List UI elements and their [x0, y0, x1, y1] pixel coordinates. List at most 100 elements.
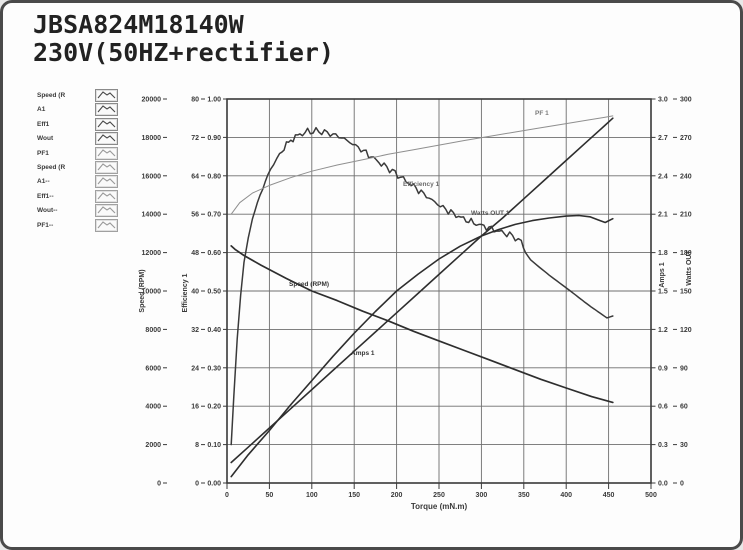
svg-text:14000: 14000: [142, 212, 162, 219]
svg-text:0.10: 0.10: [207, 442, 221, 449]
legend-item[interactable]: A1--: [37, 175, 137, 189]
svg-text:250: 250: [433, 492, 445, 499]
svg-text:150: 150: [680, 289, 692, 296]
svg-text:0.0: 0.0: [658, 481, 668, 488]
legend-item[interactable]: Eff1--: [37, 189, 137, 203]
svg-text:2.4: 2.4: [658, 173, 668, 180]
svg-text:0: 0: [157, 481, 161, 488]
title-block: JBSA824M18140W 230V(50HZ+rectifier): [33, 11, 334, 67]
svg-text:0.90: 0.90: [207, 135, 221, 142]
legend-curve-icon[interactable]: [95, 132, 118, 146]
svg-text:0: 0: [680, 481, 684, 488]
curve-label: Speed (RPM): [289, 281, 329, 288]
svg-text:8000: 8000: [145, 327, 161, 334]
svg-text:40: 40: [191, 289, 199, 296]
svg-text:200: 200: [391, 492, 403, 499]
y-axis-amps: 0.0 0.3 0.6 0.9 1.2 1.5 1.8 2.1 2.4 2.7 3.0: [651, 97, 668, 488]
legend-curve-icon[interactable]: [95, 103, 118, 117]
series-curve: [230, 115, 614, 215]
svg-text:2.7: 2.7: [658, 135, 668, 142]
series-curve: [230, 245, 614, 404]
svg-text:1.2: 1.2: [658, 327, 668, 334]
svg-text:100: 100: [306, 492, 318, 499]
legend-item[interactable]: Speed (R: [37, 160, 137, 174]
svg-text:64: 64: [191, 173, 199, 180]
chart-series: [230, 115, 614, 478]
series-curve: [230, 214, 614, 478]
svg-text:0: 0: [225, 492, 229, 499]
svg-text:0.20: 0.20: [207, 404, 221, 411]
svg-text:90: 90: [680, 365, 688, 372]
legend-item-label: PF1: [37, 149, 49, 157]
y-axis-title-speed: Speed (RPM): [139, 269, 146, 312]
legend-item[interactable]: PF1: [37, 146, 137, 160]
curve-label: Watts OUT 1: [471, 210, 510, 217]
legend-curve-icon[interactable]: [95, 218, 118, 232]
svg-text:300: 300: [680, 97, 692, 104]
svg-text:150: 150: [348, 492, 360, 499]
legend-item-label: Speed (R: [37, 163, 66, 171]
legend-curve-icon[interactable]: [95, 146, 118, 160]
svg-text:10000: 10000: [142, 289, 162, 296]
svg-text:50: 50: [266, 492, 274, 499]
legend-item[interactable]: PF1--: [37, 218, 137, 232]
svg-text:6000: 6000: [145, 365, 161, 372]
legend-curve-icon[interactable]: [95, 189, 118, 203]
legend-curve-icon[interactable]: [95, 117, 118, 131]
legend-item-label: Eff1: [37, 120, 50, 128]
svg-text:8: 8: [195, 442, 199, 449]
svg-text:0.70: 0.70: [207, 212, 221, 219]
legend-curve-icon[interactable]: [95, 204, 118, 218]
curve-label: Amps 1: [351, 350, 375, 357]
legend-item-label: A1: [37, 106, 46, 114]
legend-curve-icon[interactable]: [95, 160, 118, 174]
svg-text:0: 0: [195, 481, 199, 488]
legend-item-label: A1--: [37, 178, 50, 186]
svg-text:2000: 2000: [145, 442, 161, 449]
svg-text:1.8: 1.8: [658, 250, 668, 257]
svg-text:56: 56: [191, 212, 199, 219]
legend-item[interactable]: Eff1: [37, 117, 137, 131]
legend-item[interactable]: Wout--: [37, 204, 137, 218]
legend-curve-icon[interactable]: [95, 175, 118, 189]
svg-text:18000: 18000: [142, 135, 162, 142]
svg-text:12000: 12000: [142, 250, 162, 257]
svg-text:1.00: 1.00: [207, 97, 221, 104]
x-axis: 0 50 100 150 200 250 300 350 400 450 500 Torque (mN…: [225, 483, 657, 511]
svg-text:2.1: 2.1: [658, 212, 668, 219]
svg-text:210: 210: [680, 212, 692, 219]
svg-text:0.40: 0.40: [207, 327, 221, 334]
chart-legend: Speed (R A1 Eff1 Wout PF1 Speed (R A1-- Eff1-- W…: [37, 89, 137, 234]
svg-text:0.80: 0.80: [207, 173, 221, 180]
svg-text:4000: 4000: [145, 404, 161, 411]
series-curve: [230, 126, 614, 446]
legend-curve-icon[interactable]: [95, 89, 118, 102]
svg-text:400: 400: [560, 492, 572, 499]
svg-text:60: 60: [680, 404, 688, 411]
y-axis-title-eff: Efficiency 1: [182, 273, 189, 312]
svg-text:500: 500: [645, 492, 657, 499]
legend-item[interactable]: A1: [37, 103, 137, 117]
svg-text:72: 72: [191, 135, 199, 142]
svg-text:0.3: 0.3: [658, 442, 668, 449]
svg-text:0.60: 0.60: [207, 250, 221, 257]
legend-item-label: Speed (R: [37, 92, 66, 99]
svg-text:180: 180: [680, 250, 692, 257]
legend-item[interactable]: Wout: [37, 132, 137, 146]
svg-text:3.0: 3.0: [658, 97, 668, 104]
legend-item[interactable]: Speed (R: [37, 89, 137, 102]
legend-item-label: Wout--: [37, 207, 58, 215]
y-axis-title-amps: Amps 1: [659, 262, 666, 287]
svg-text:0.50: 0.50: [207, 289, 221, 296]
y-axis-pf: 0.00 0.10 0.20 0.30 0.40 0.50 0.60 0.70 0.80 0.90…: [207, 97, 227, 488]
chart-svg: 0200040006000800010000120001400016000180…: [139, 97, 693, 512]
svg-text:0.30: 0.30: [207, 365, 221, 372]
y-axis-title-watts: Watts OUT: [686, 250, 693, 286]
svg-text:20000: 20000: [142, 97, 162, 104]
y-axis-speed: 0 2000 4000 6000 8000 10000 12000 14000 16000 180…: [142, 97, 167, 488]
svg-text:350: 350: [518, 492, 530, 499]
curve-label: Efficiency 1: [403, 181, 440, 188]
svg-text:240: 240: [680, 173, 692, 180]
svg-text:32: 32: [191, 327, 199, 334]
